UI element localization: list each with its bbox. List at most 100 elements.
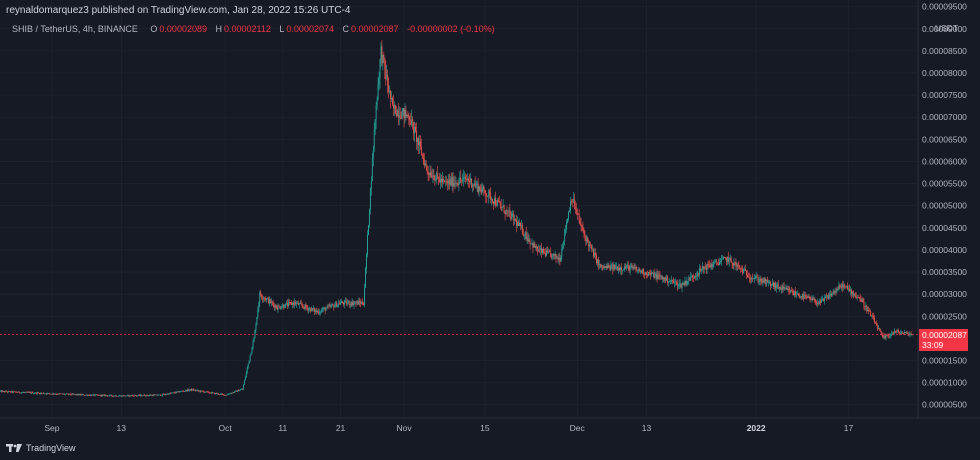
- candle-body: [568, 212, 570, 220]
- candle-body: [764, 279, 766, 283]
- candle-body: [495, 204, 497, 206]
- candle-body: [60, 393, 62, 395]
- candle-body: [702, 266, 704, 270]
- candle-body: [352, 301, 354, 306]
- candle-body: [154, 394, 156, 396]
- candle-body: [731, 262, 733, 264]
- candle-body: [429, 172, 431, 175]
- candle-body: [887, 335, 889, 337]
- candle-body: [101, 395, 103, 396]
- candle-body: [230, 393, 232, 394]
- candle-body: [353, 303, 355, 306]
- candle-body: [99, 394, 101, 396]
- candle-body: [524, 231, 526, 236]
- candle-body: [903, 332, 905, 334]
- candle-body: [444, 180, 445, 182]
- chart-grid: [0, 0, 918, 418]
- candle-body: [638, 268, 640, 270]
- candle-body: [462, 178, 464, 181]
- candle-body: [779, 286, 781, 290]
- candle-body: [357, 301, 359, 305]
- candle-body: [42, 393, 44, 394]
- candle-body: [175, 391, 177, 393]
- candle-body: [687, 280, 689, 282]
- candle-body: [529, 239, 531, 244]
- candle-body: [535, 245, 537, 248]
- candle-body: [392, 98, 393, 105]
- candle-body: [678, 283, 680, 286]
- candle-body: [514, 218, 516, 221]
- candle-body: [266, 298, 268, 299]
- candle-body: [38, 392, 40, 394]
- candle-body: [91, 394, 93, 396]
- candle-body: [334, 305, 336, 308]
- candle-body: [546, 250, 548, 253]
- candle-body: [841, 283, 843, 288]
- candle-body: [659, 275, 661, 277]
- candle-body: [688, 277, 690, 281]
- candle-body: [878, 328, 880, 330]
- candle-body: [590, 244, 592, 246]
- candle-body: [130, 395, 132, 396]
- candle-body: [397, 110, 399, 118]
- candle-body: [557, 257, 559, 260]
- candle-body: [85, 394, 87, 396]
- candle-body: [44, 393, 46, 395]
- candle-body: [501, 207, 503, 208]
- candle-body: [692, 275, 694, 278]
- candle-body: [496, 199, 498, 206]
- candle-body: [665, 277, 667, 281]
- price-axis[interactable]: USDT 0.00009500 0.00009000 0.00008500 0.0000…: [922, 2, 967, 410]
- footer-brand[interactable]: TradingView: [6, 443, 76, 453]
- candle-body: [868, 309, 870, 312]
- candle-body: [530, 243, 532, 244]
- candle-body: [470, 178, 472, 187]
- change-value: -0.00000002 (-0.10%): [407, 24, 495, 34]
- candle-body: [896, 331, 898, 332]
- candle-body: [12, 391, 13, 393]
- candle-body: [447, 180, 449, 184]
- candle-body: [456, 182, 458, 184]
- candle-body: [606, 266, 608, 269]
- candle-body: [816, 303, 818, 305]
- candle-body: [761, 281, 763, 283]
- candle-body: [165, 394, 167, 395]
- candle-body: [249, 355, 251, 361]
- symbol-name[interactable]: SHIB / TetherUS, 4h, BINANCE: [12, 24, 138, 34]
- candle-body: [679, 283, 681, 285]
- candle-body: [296, 302, 298, 304]
- time-tick-label: 11: [278, 423, 287, 433]
- candle-body: [790, 290, 792, 293]
- time-tick-label: 13: [642, 423, 652, 433]
- candle-body: [212, 392, 214, 394]
- candle-body: [61, 393, 63, 395]
- candle-body: [710, 264, 712, 268]
- candle-body: [164, 394, 165, 395]
- candle-body: [812, 298, 814, 300]
- candle-body: [436, 172, 438, 179]
- candle-body: [258, 303, 260, 310]
- candle-body: [262, 297, 264, 299]
- candle-body: [588, 241, 590, 247]
- candle-body: [142, 394, 144, 396]
- candle-body: [846, 285, 848, 287]
- candle-body: [338, 303, 340, 305]
- time-axis[interactable]: Sep 13 Oct 11 21 Nov 15 Dec 13 2022 17: [44, 423, 853, 433]
- candle-body: [45, 393, 47, 395]
- publisher-line: reynaldomarquez3 published on TradingVie…: [6, 5, 351, 16]
- candle-body: [785, 287, 787, 289]
- candle-body: [124, 395, 126, 397]
- candle-body: [824, 297, 825, 301]
- candle-body: [381, 46, 383, 64]
- candle-body: [221, 393, 223, 395]
- candle-body: [178, 391, 180, 393]
- candle-body: [899, 331, 900, 334]
- candle-body: [834, 291, 836, 294]
- candle-body: [174, 392, 176, 394]
- candle-body: [240, 389, 241, 391]
- candle-body: [250, 352, 252, 356]
- candle-body: [65, 393, 67, 395]
- candle-body: [508, 210, 510, 212]
- candle-body: [740, 268, 742, 269]
